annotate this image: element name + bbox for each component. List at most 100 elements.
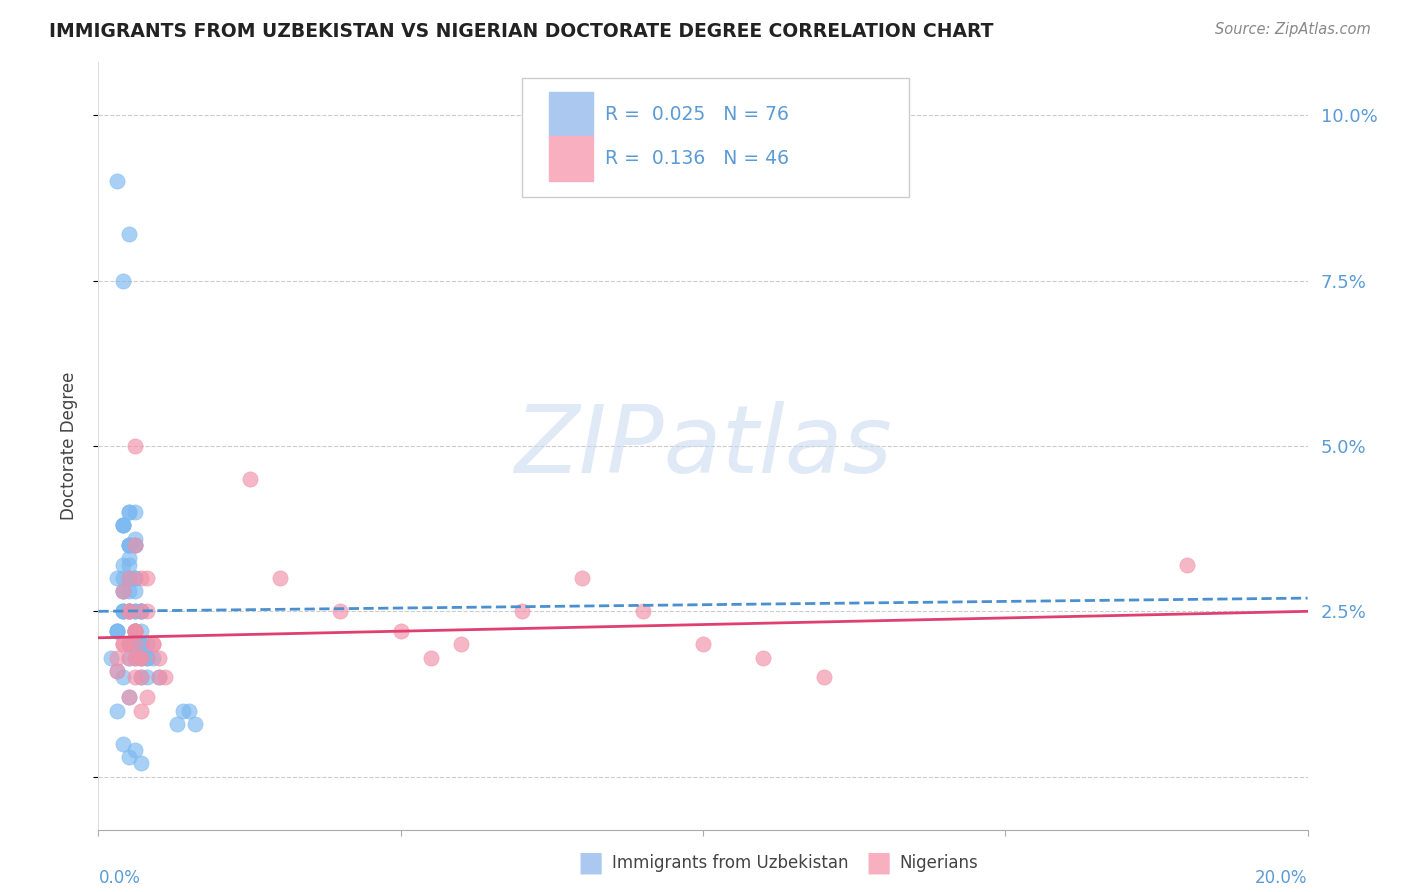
Point <box>124 624 146 639</box>
Point <box>184 716 207 731</box>
Point <box>111 604 134 618</box>
Point <box>124 584 146 599</box>
Point <box>135 637 157 651</box>
Point <box>118 584 141 599</box>
Point <box>124 650 146 665</box>
Point <box>118 749 141 764</box>
Point <box>124 624 146 639</box>
Point <box>111 737 134 751</box>
Point <box>105 624 128 639</box>
Text: 20.0%: 20.0% <box>1256 869 1308 888</box>
Point <box>571 571 593 585</box>
Point <box>148 650 170 665</box>
Point <box>111 637 134 651</box>
Point <box>148 670 170 684</box>
Point <box>172 704 194 718</box>
Point <box>129 571 152 585</box>
Point <box>105 571 128 585</box>
Point <box>269 571 291 585</box>
Point <box>124 439 146 453</box>
Point <box>124 538 146 552</box>
Point <box>129 670 152 684</box>
Point <box>118 538 141 552</box>
Point <box>118 571 141 585</box>
Point <box>111 604 134 618</box>
Point <box>111 571 134 585</box>
Point <box>813 670 835 684</box>
Point <box>166 716 188 731</box>
Point <box>118 690 141 705</box>
Point <box>129 670 152 684</box>
Point <box>111 518 134 533</box>
Text: Immigrants from Uzbekistan: Immigrants from Uzbekistan <box>612 854 848 871</box>
Point <box>129 637 152 651</box>
Point <box>124 538 146 552</box>
Point <box>135 571 157 585</box>
Point <box>129 604 152 618</box>
Point <box>111 584 134 599</box>
Point <box>118 604 141 618</box>
Point <box>135 604 157 618</box>
Point <box>129 650 152 665</box>
Point <box>142 650 165 665</box>
Point <box>124 604 146 618</box>
Point <box>510 604 533 618</box>
Point <box>124 637 146 651</box>
Point <box>129 604 152 618</box>
Point <box>389 624 412 639</box>
Y-axis label: Doctorate Degree: Doctorate Degree <box>59 372 77 520</box>
Point <box>631 604 654 618</box>
Point <box>124 637 146 651</box>
Point <box>118 604 141 618</box>
Point <box>118 604 141 618</box>
Point <box>450 637 472 651</box>
Point <box>118 227 141 242</box>
Point <box>142 637 165 651</box>
Text: ■: ■ <box>578 848 603 877</box>
Text: R =  0.025   N = 76: R = 0.025 N = 76 <box>605 105 789 124</box>
Point <box>118 637 141 651</box>
Point <box>124 505 146 519</box>
Point <box>179 704 201 718</box>
Point <box>118 637 141 651</box>
Text: 0.0%: 0.0% <box>98 869 141 888</box>
Point <box>111 584 134 599</box>
Point <box>118 604 141 618</box>
Point <box>129 637 152 651</box>
Point <box>752 650 775 665</box>
Point <box>1175 558 1198 572</box>
Point <box>129 624 152 639</box>
Point <box>118 650 141 665</box>
Point <box>129 604 152 618</box>
Point <box>124 637 146 651</box>
Point <box>124 624 146 639</box>
Point <box>118 505 141 519</box>
Point <box>105 664 128 678</box>
Point <box>420 650 443 665</box>
Point <box>105 624 128 639</box>
Text: Source: ZipAtlas.com: Source: ZipAtlas.com <box>1215 22 1371 37</box>
FancyBboxPatch shape <box>550 136 593 181</box>
Point <box>118 571 141 585</box>
Point <box>111 604 134 618</box>
Point <box>118 538 141 552</box>
FancyBboxPatch shape <box>522 78 908 197</box>
Point <box>105 650 128 665</box>
Point <box>118 637 141 651</box>
Point <box>153 670 176 684</box>
Point <box>129 604 152 618</box>
Text: ZIPatlas: ZIPatlas <box>515 401 891 491</box>
Point <box>124 624 146 639</box>
Point <box>135 650 157 665</box>
Point <box>124 624 146 639</box>
Point <box>239 472 262 486</box>
Point <box>105 664 128 678</box>
Point <box>124 650 146 665</box>
Point <box>124 571 146 585</box>
Point <box>124 604 146 618</box>
Point <box>118 690 141 705</box>
Point <box>135 650 157 665</box>
Point <box>111 558 134 572</box>
Point <box>118 571 141 585</box>
Point <box>124 571 146 585</box>
